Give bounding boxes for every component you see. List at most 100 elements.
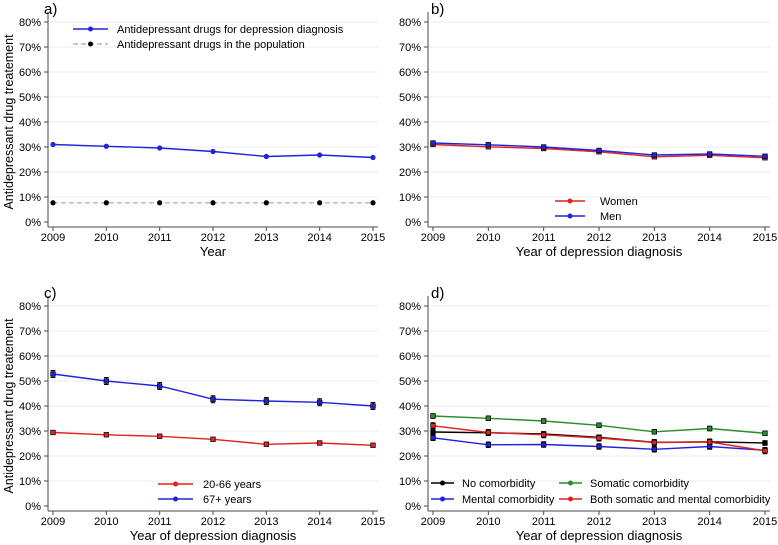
x-tick-label: 2010 bbox=[476, 516, 500, 528]
data-point-marker bbox=[317, 152, 323, 158]
data-point-marker bbox=[430, 413, 436, 419]
data-point-marker bbox=[103, 432, 109, 438]
data-point-marker bbox=[317, 440, 323, 446]
legend-label: Mental comorbidity bbox=[462, 494, 555, 506]
data-point-marker bbox=[596, 435, 602, 441]
x-axis-title: Year of depression diagnosis bbox=[130, 528, 297, 543]
legend-marker bbox=[568, 496, 573, 502]
axes: 0% 10% 20% 30% 40% 50% 60% 70% 80% 2009 2010 2011 20… bbox=[399, 296, 777, 528]
data-point-marker bbox=[370, 200, 376, 206]
y-tick-label: 30% bbox=[399, 142, 421, 154]
y-axis-title: Antidepressant drug treatement bbox=[2, 34, 16, 210]
data-point-markers bbox=[430, 140, 768, 161]
y-tick-label: 60% bbox=[399, 67, 421, 79]
data-point-marker bbox=[707, 443, 713, 450]
legend: Women Men bbox=[555, 196, 638, 223]
data-point-marker bbox=[541, 441, 547, 448]
data-point-markers bbox=[50, 371, 376, 448]
x-tick-label: 2009 bbox=[421, 232, 445, 244]
y-tick-label: 20% bbox=[399, 167, 421, 179]
x-axis-title: Year bbox=[200, 244, 227, 259]
data-point-marker bbox=[430, 429, 436, 435]
panel-a-chart: 0% 10% 20% 30% 40% 50% 60% 70% 80% 2009 2010 2011 20… bbox=[2, 1, 385, 259]
legend-marker bbox=[88, 41, 93, 47]
data-point-marker bbox=[370, 403, 376, 409]
y-tick-label: 40% bbox=[399, 117, 421, 129]
x-tick-label: 2012 bbox=[587, 516, 611, 528]
legend-entry: 67+ years bbox=[158, 494, 252, 506]
panel-c-chart: 0% 10% 20% 30% 40% 50% 60% 70% 80% 2009 2010 2011 20… bbox=[2, 285, 385, 543]
data-point-marker bbox=[210, 200, 216, 206]
x-tick-label: 2014 bbox=[307, 516, 331, 528]
y-tick-label: 40% bbox=[19, 401, 41, 413]
data-point-marker bbox=[541, 432, 547, 438]
legend-label: 67+ years bbox=[203, 494, 252, 506]
x-tick-label: 2010 bbox=[94, 516, 118, 528]
legend-label: Antidepressant drugs for depression diag… bbox=[117, 24, 344, 36]
y-tick-label: 40% bbox=[19, 117, 41, 129]
y-tick-label: 50% bbox=[19, 92, 41, 104]
data-point-marker bbox=[651, 152, 657, 158]
data-point-marker bbox=[317, 200, 323, 206]
data-point-marker bbox=[707, 439, 713, 445]
legend-label: Both somatic and mental comorbidity bbox=[590, 494, 771, 506]
legend-entry: Both somatic and mental comorbidity bbox=[559, 494, 771, 506]
data-point-marker bbox=[596, 422, 602, 428]
y-tick-label: 80% bbox=[19, 17, 41, 29]
panel-letter: a) bbox=[44, 1, 57, 18]
data-point-marker bbox=[50, 200, 56, 206]
data-point-marker bbox=[370, 154, 376, 161]
panel-d-chart: 0% 10% 20% 30% 40% 50% 60% 70% 80% 2009 2010 2011 20… bbox=[399, 285, 777, 543]
legend-entry: Antidepressant drugs for depression diag… bbox=[73, 24, 344, 36]
data-point-marker bbox=[50, 371, 56, 377]
y-tick-label: 50% bbox=[399, 376, 421, 388]
y-tick-label: 40% bbox=[399, 401, 421, 413]
data-point-marker bbox=[651, 429, 657, 435]
data-point-marker bbox=[157, 383, 163, 389]
data-point-marker bbox=[103, 143, 109, 149]
y-tick-label: 70% bbox=[19, 326, 41, 338]
legend-entry: 20-66 years bbox=[158, 479, 262, 491]
x-tick-label: 2009 bbox=[41, 232, 65, 244]
x-tick-label: 2011 bbox=[148, 232, 172, 244]
y-tick-label: 0% bbox=[405, 217, 421, 229]
data-point-marker bbox=[157, 145, 163, 151]
legend-label: Antidepressant drugs in the population bbox=[117, 39, 305, 51]
y-axis-title: Antidepressant drug treatement bbox=[2, 318, 16, 494]
data-point-marker bbox=[596, 147, 602, 154]
y-tick-label: 80% bbox=[19, 301, 41, 313]
panel-letter: c) bbox=[44, 285, 57, 302]
legend-marker bbox=[440, 480, 445, 486]
data-point-marker bbox=[596, 443, 602, 450]
x-tick-label: 2012 bbox=[201, 232, 225, 244]
x-tick-label: 2010 bbox=[476, 232, 500, 244]
data-point-marker bbox=[707, 425, 713, 432]
legend-marker bbox=[568, 480, 573, 486]
data-point-marker bbox=[157, 433, 163, 439]
data-point-markers bbox=[50, 141, 376, 206]
data-point-marker bbox=[430, 140, 436, 146]
y-tick-label: 10% bbox=[399, 476, 421, 488]
y-tick-label: 30% bbox=[19, 142, 41, 154]
data-point-marker bbox=[263, 153, 269, 160]
legend-label: Somatic comorbidity bbox=[590, 478, 690, 490]
y-tick-label: 20% bbox=[19, 451, 41, 463]
gridlines bbox=[428, 305, 770, 482]
x-tick-label: 2012 bbox=[201, 516, 225, 528]
x-axis-title: Year of depression diagnosis bbox=[516, 528, 683, 543]
data-point-marker bbox=[762, 153, 768, 159]
x-tick-label: 2015 bbox=[361, 232, 385, 244]
x-tick-label: 2013 bbox=[254, 516, 278, 528]
y-tick-label: 50% bbox=[19, 376, 41, 388]
data-point-marker bbox=[762, 440, 768, 446]
data-point-marker bbox=[210, 396, 216, 402]
data-point-marker bbox=[485, 142, 491, 148]
x-tick-label: 2012 bbox=[587, 232, 611, 244]
data-point-marker bbox=[103, 378, 109, 384]
data-point-marker bbox=[317, 399, 323, 405]
x-tick-label: 2014 bbox=[697, 232, 721, 244]
y-tick-label: 20% bbox=[399, 451, 421, 463]
legend-label: Men bbox=[600, 211, 621, 223]
axes: 0% 10% 20% 30% 40% 50% 60% 70% 80% 2009 2010 2011 20… bbox=[19, 12, 385, 244]
